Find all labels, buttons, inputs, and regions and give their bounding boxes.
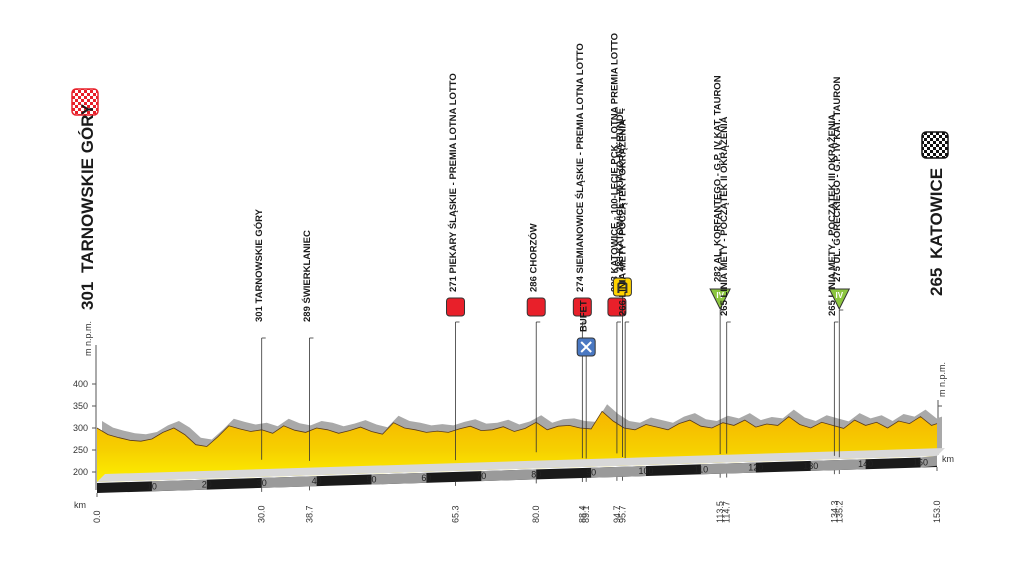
kom-category-label: IV: [835, 291, 843, 300]
km-bar-segment: [261, 476, 317, 488]
km-tick-label: 70: [476, 471, 486, 481]
km-bar-segment: [151, 479, 207, 492]
km-bar-segment: [591, 466, 647, 478]
sprint-icon: [607, 297, 627, 317]
base-top: [97, 448, 945, 482]
km-tick-label: 130: [803, 461, 818, 471]
marker-label: 88.4: [577, 505, 587, 523]
kom-icon: [709, 288, 731, 311]
start-label: 301 TARNOWSKIE GÓRY: [78, 103, 97, 310]
x-unit-right: km: [942, 454, 954, 464]
y-tick-label: 350: [73, 401, 88, 411]
km-tick-label: 20: [202, 480, 212, 490]
km-bar-segment: [700, 462, 756, 475]
finish-label: 265 KATOWICE: [927, 168, 946, 296]
sprint-icon: [446, 297, 466, 317]
y-axis-left: m n.p.m.: [83, 321, 97, 490]
marker-label: 153.0: [932, 500, 942, 523]
marker-label: 89.1: [581, 505, 591, 523]
marker-label: 65.3: [451, 505, 461, 523]
y-tick-label: 300: [73, 423, 88, 433]
marker-label: 30.0: [257, 505, 267, 523]
km-bar-segment: [481, 469, 537, 482]
y-tick-label: 200: [73, 467, 88, 477]
km-tick-label: 30: [257, 478, 267, 488]
marker-label: 134.3: [829, 500, 839, 523]
km-tick-label: 120: [748, 463, 763, 473]
marker-label: 135.2: [834, 500, 844, 523]
cutlery-glyph: [580, 341, 592, 353]
start-block: 301 TARNOWSKIE GÓRY: [71, 88, 99, 310]
sprint-icon: [526, 297, 546, 317]
y-unit-right: m n.p.m.: [937, 362, 947, 397]
km-tick-label: 140: [858, 459, 873, 469]
waypoint-label: BUFET: [579, 300, 590, 332]
marker-label: 38.7: [304, 505, 314, 523]
start-flag-icon: [71, 88, 99, 116]
waypoint-label: 282 AL. KORFANTEGO - G.P. IV KAT. TAURON: [713, 75, 724, 282]
waypoint-label: 289 ŚWIERKLANIEC: [301, 230, 313, 322]
waypoint-label: 271 PIEKARY ŚLĄSKIE - PREMIA LOTNA LOTTO: [447, 73, 459, 292]
marker-label: 114.7: [722, 501, 732, 523]
km-bar-segment: [371, 472, 427, 485]
marker-label: 113.5: [715, 501, 725, 523]
km-bar-segment: [810, 459, 866, 471]
kom-category-label: IV: [716, 291, 724, 300]
km-tick-label: 100: [639, 466, 654, 476]
waypoint-label: 283 KATOWICE - 100-LECIE PCK. LOTNA PREM…: [609, 33, 620, 292]
y-tick-label: 250: [73, 445, 88, 455]
marker-label: 0.0: [92, 510, 102, 523]
finish-block: 265 KATOWICE: [921, 131, 949, 296]
x-unit-left: km: [74, 500, 86, 510]
y-unit-left: m n.p.m.: [83, 321, 93, 356]
waypoint-label: 265 LINIA METY - POCZĄTEK II OKRĄŻENIA: [719, 116, 730, 316]
km-tick-label: 80: [531, 469, 541, 479]
marker-label: 95.7: [617, 505, 627, 523]
km-tick-label: 40: [312, 476, 322, 486]
waypoint-label: 266 LINIA METY - POCZĄTEK I OKRĄŻENIA: [618, 119, 629, 316]
marker-label: 80.0: [531, 505, 541, 523]
km-bar-segment: [920, 455, 937, 468]
waypoint-label: 286 CHORZÓW: [528, 223, 540, 292]
km-tick-label: 150: [913, 458, 928, 468]
kom-icon: [828, 288, 851, 311]
km-tick-label: 110: [694, 464, 708, 474]
y-tick-label: 400: [73, 379, 88, 389]
sprint-icon: [572, 297, 592, 317]
marker-label: 94.7: [612, 505, 622, 523]
waypoint-label: 274 SIEMIANOWICE ŚLĄSKIE - PREMIA LOTNA …: [574, 43, 586, 292]
profile-outline: [96, 410, 938, 447]
km-tick-label: 10: [147, 481, 157, 491]
waypoint-label: 301 TARNOWSKIE GÓRY: [253, 208, 265, 322]
waypoint-label: 275 UL. GÓRECKIEGO - G.P. IV KAT. TAURON: [831, 77, 843, 282]
km-tick-label: 90: [586, 468, 596, 478]
finish-flag-icon: [921, 131, 949, 159]
waypoint-label: 265 LINIA METY - POCZĄTEK III OKRĄŻENIA: [827, 114, 838, 316]
km-tick-label: 50: [367, 475, 377, 485]
waypoint-label: 283 KATOWICE - WJAZD NA RUNDĘ: [615, 108, 626, 272]
circuit-glyph: [617, 281, 628, 293]
km-tick-label: 60: [421, 473, 431, 483]
